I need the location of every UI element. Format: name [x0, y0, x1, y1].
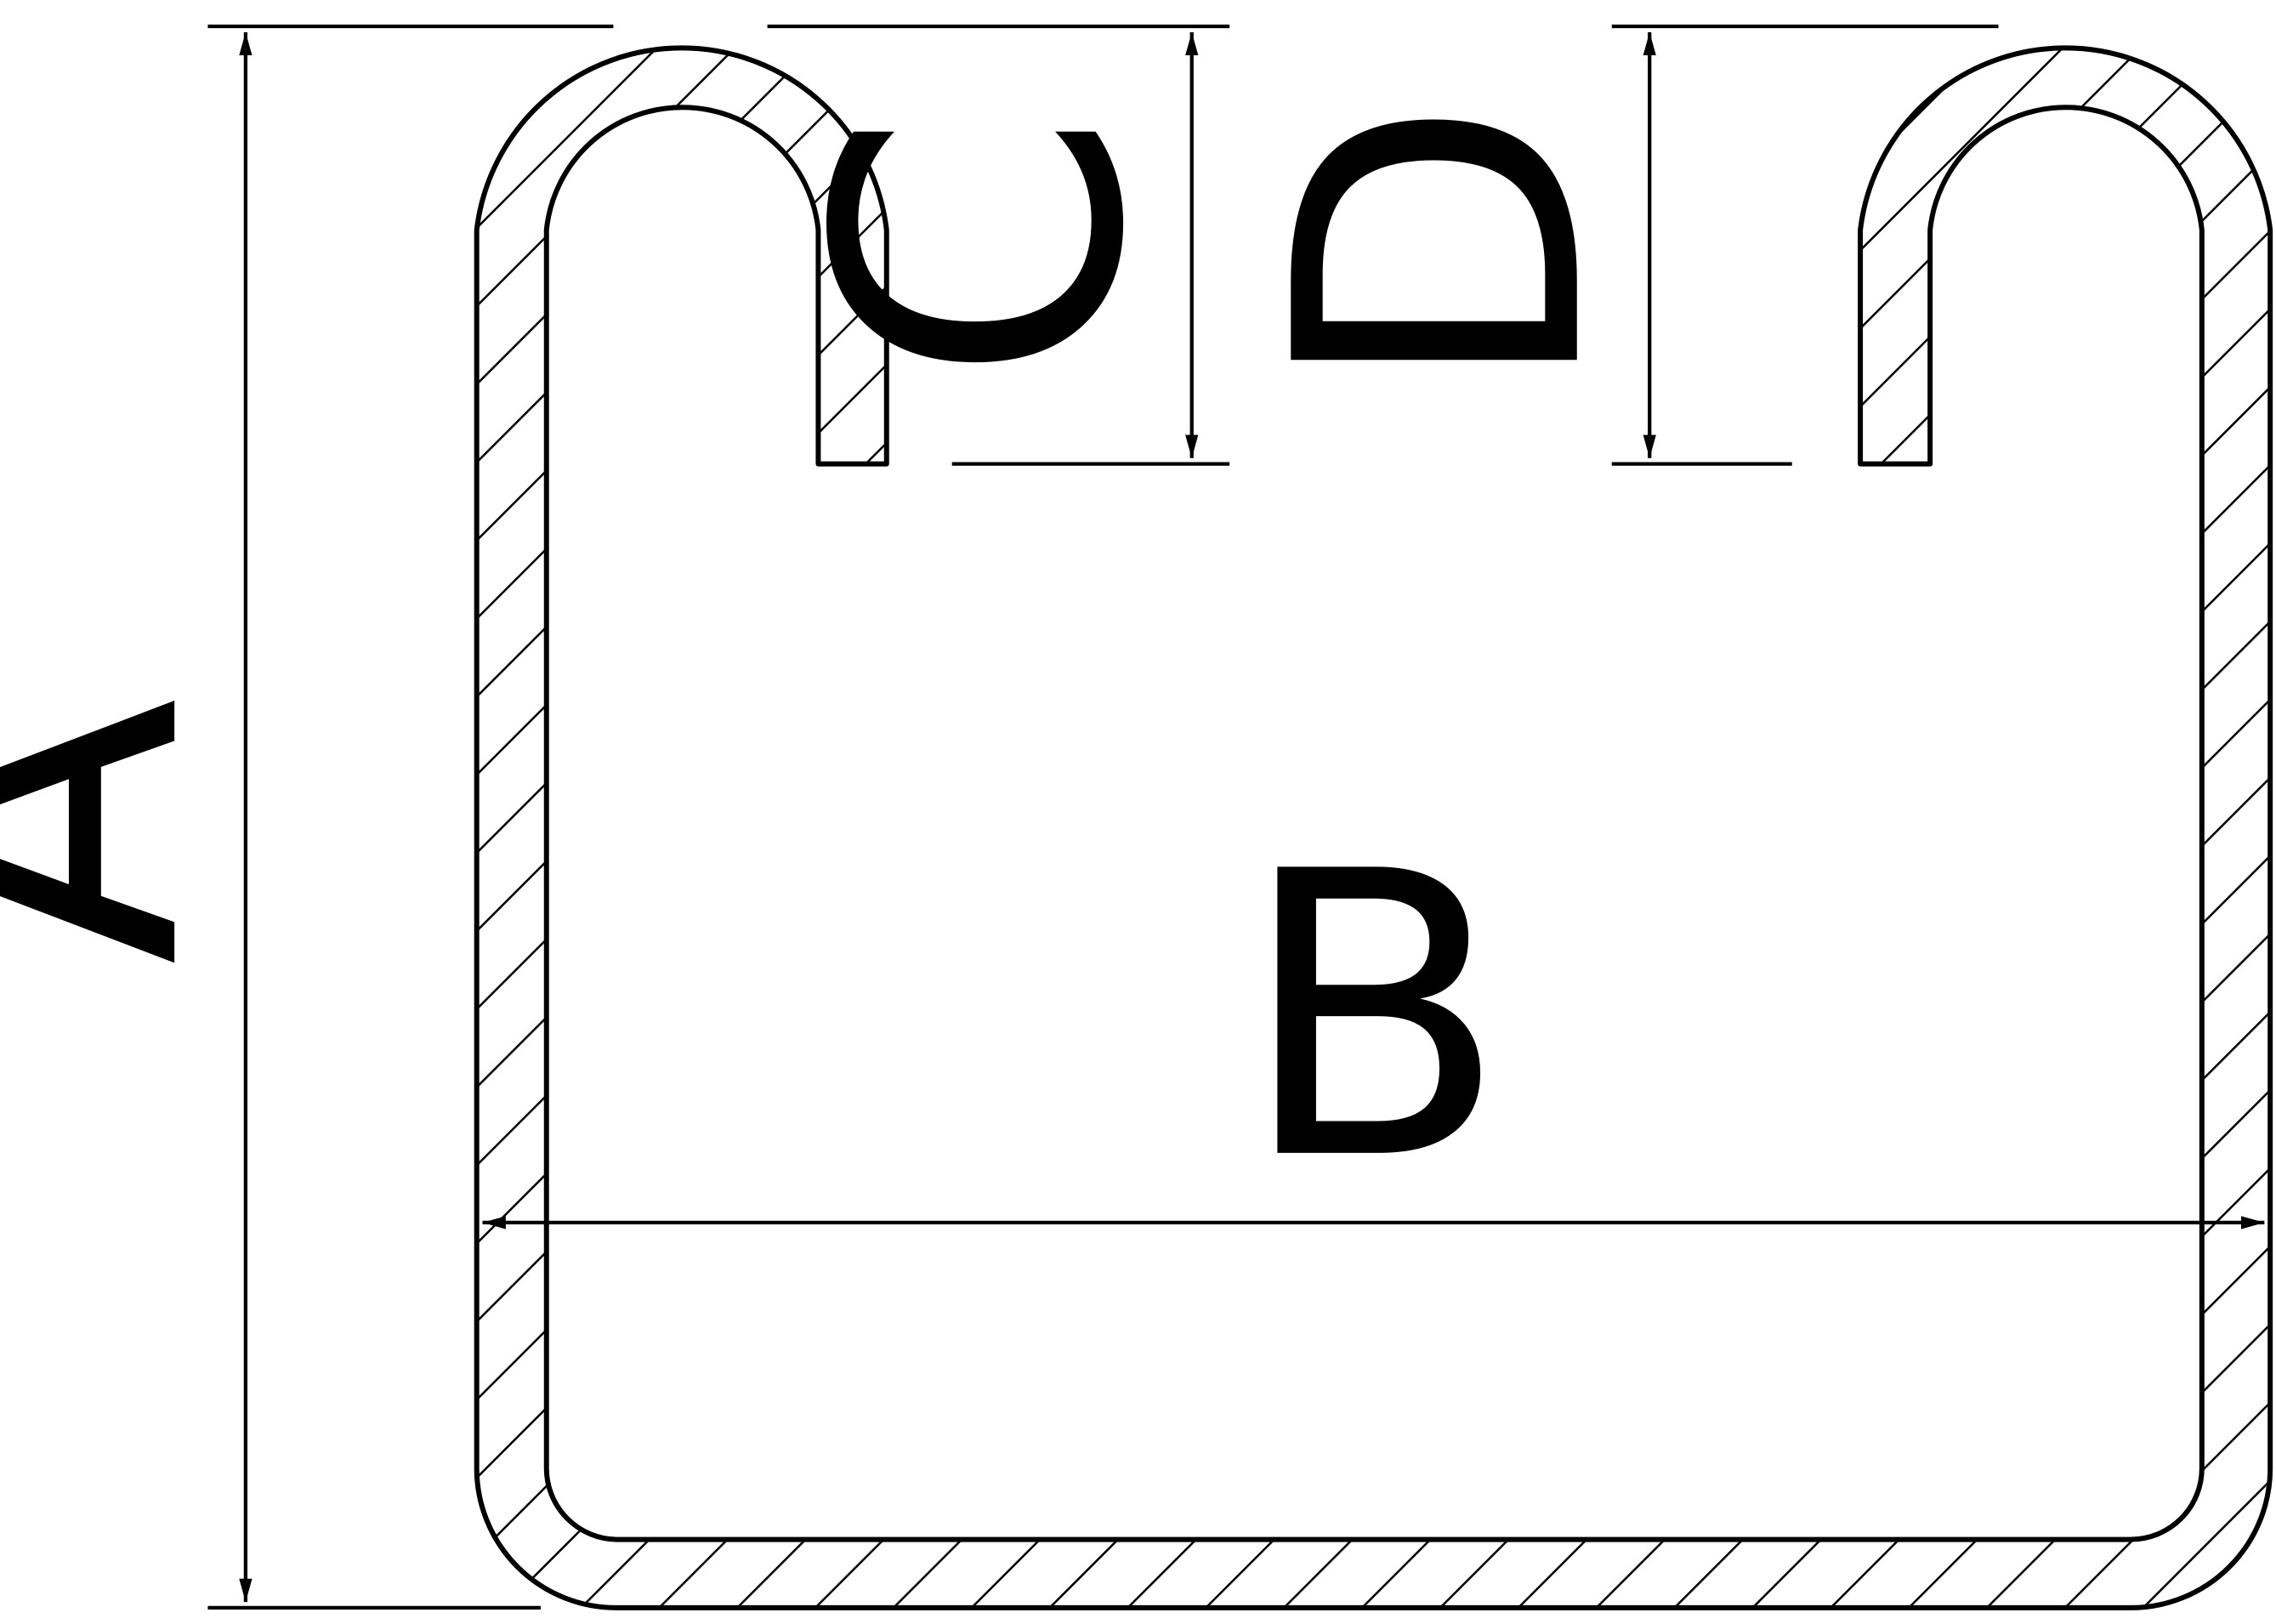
extension-lines [207, 24, 1999, 1610]
dimension-lines [239, 31, 2265, 1603]
label-b: B [1239, 789, 1508, 1246]
label-c: C [754, 111, 1211, 384]
profile-section [474, 45, 2273, 1610]
label-a: A [0, 696, 267, 966]
label-d: D [1213, 96, 1670, 398]
